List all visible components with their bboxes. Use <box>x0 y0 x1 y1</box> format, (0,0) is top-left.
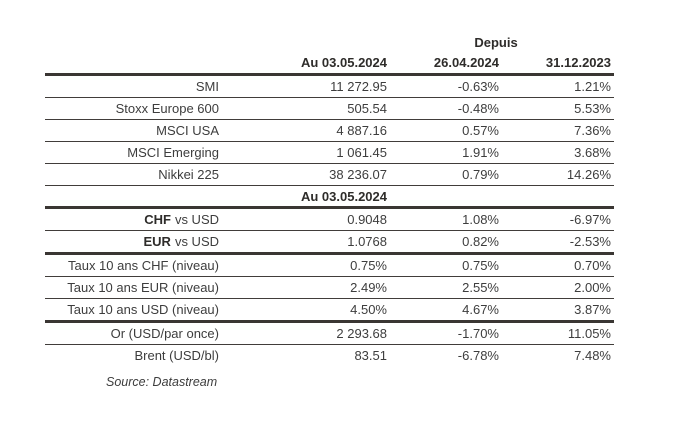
value-cell: 2.49% <box>222 276 390 299</box>
chg-week-cell: 2.55% <box>390 276 502 299</box>
value-cell: 2 293.68 <box>222 321 390 345</box>
chg-week-cell: -1.70% <box>390 321 502 345</box>
row-label: MSCI Emerging <box>45 141 222 164</box>
market-data-table: Depuis Au 03.05.2024 26.04.2024 31.12.20… <box>45 33 614 366</box>
value-cell: 4.50% <box>222 298 390 323</box>
chg-ytd-cell: 7.48% <box>574 348 611 363</box>
empty-cell <box>45 51 222 76</box>
chg-week-cell: 1.91% <box>390 141 502 164</box>
empty-cell <box>390 185 502 209</box>
table-row-smi: SMI 11 272.95 -0.63% 1.21% <box>45 74 614 98</box>
source-note: Source: Datastream <box>106 375 218 389</box>
row-label: MSCI USA <box>45 119 222 142</box>
col-header-prev-week: 26.04.2024 <box>390 51 502 76</box>
depuis-label: Depuis <box>474 34 518 50</box>
chg-ytd-cell: 14.26% <box>502 163 614 186</box>
chg-ytd-cell: 3.68% <box>502 141 614 164</box>
chg-week-cell: -0.63% <box>390 74 502 98</box>
chg-week-cell: 1.08% <box>390 207 502 231</box>
chg-ytd-cell: -6.97% <box>502 207 614 231</box>
value-cell: 4 887.16 <box>222 119 390 142</box>
chg-ytd-cell: 11.05% <box>502 321 614 345</box>
row-label: Brent (USD/bl) <box>134 348 219 363</box>
depuis-header-row: Depuis <box>45 33 614 51</box>
market-data-table-container: Depuis Au 03.05.2024 26.04.2024 31.12.20… <box>45 33 614 389</box>
chg-week-cell: 0.75% <box>390 253 502 277</box>
value-cell: 11 272.95 <box>222 74 390 98</box>
chg-ytd-cell: 0.70% <box>502 253 614 277</box>
table-row-stoxx: Stoxx Europe 600 505.54 -0.48% 5.53% <box>45 97 614 120</box>
currency-pair-suffix: vs USD <box>174 234 219 249</box>
chg-week-cell: 4.67% <box>390 298 502 323</box>
chg-ytd-cell: -2.53% <box>502 230 614 255</box>
table-row-rate-eur: Taux 10 ans EUR (niveau) 2.49% 2.55% 2.0… <box>45 276 614 299</box>
chg-ytd-cell: 2.00% <box>502 276 614 299</box>
table-row-chf-usd: CHF vs USD 0.9048 1.08% -6.97% <box>45 207 614 231</box>
row-label: Nikkei 225 <box>45 163 222 186</box>
chg-week-cell: 0.79% <box>390 163 502 186</box>
chg-ytd-cell: 5.53% <box>502 97 614 120</box>
chg-week-cell: 0.82% <box>390 230 502 255</box>
value-cell: 505.54 <box>222 97 390 120</box>
row-label: Taux 10 ans EUR (niveau) <box>45 276 222 299</box>
row-label: Taux 10 ans CHF (niveau) <box>45 253 222 277</box>
table-row-eur-usd: EUR vs USD 1.0768 0.82% -2.53% <box>45 230 614 255</box>
section-header-date: Au 03.05.2024 <box>222 185 390 209</box>
row-label: EUR vs USD <box>45 230 222 255</box>
chg-week-cell: 0.57% <box>390 119 502 142</box>
table-row-gold: Or (USD/par once) 2 293.68 -1.70% 11.05% <box>45 321 614 345</box>
empty-cell <box>45 185 222 209</box>
currency-pair-suffix: vs USD <box>174 212 219 227</box>
table-row-nikkei: Nikkei 225 38 236.07 0.79% 14.26% <box>45 163 614 186</box>
value-cell: 1.0768 <box>222 230 390 255</box>
chg-ytd-cell: 1.21% <box>502 74 614 98</box>
empty-cell <box>502 185 614 209</box>
table-row-msci-usa: MSCI USA 4 887.16 0.57% 7.36% <box>45 119 614 142</box>
value-cell: 83.51 <box>354 348 387 363</box>
chg-ytd-cell: 7.36% <box>502 119 614 142</box>
table-row-rate-usd: Taux 10 ans USD (niveau) 4.50% 4.67% 3.8… <box>45 298 614 323</box>
value-cell: 0.75% <box>222 253 390 277</box>
currency-code: CHF <box>144 212 171 227</box>
chg-ytd-cell: 3.87% <box>502 298 614 323</box>
section-header-row: Au 03.05.2024 <box>45 185 614 209</box>
row-label: Stoxx Europe 600 <box>45 97 222 120</box>
col-header-year-start: 31.12.2023 <box>502 51 614 76</box>
row-label: SMI <box>45 74 222 98</box>
table-row-rate-chf: Taux 10 ans CHF (niveau) 0.75% 0.75% 0.7… <box>45 253 614 277</box>
empty-cell <box>45 33 222 51</box>
empty-cell <box>222 33 390 51</box>
value-cell: 38 236.07 <box>222 163 390 186</box>
table-row-msci-emerging: MSCI Emerging 1 061.45 1.91% 3.68% <box>45 141 614 164</box>
row-label: CHF vs USD <box>45 207 222 231</box>
value-cell: 1 061.45 <box>222 141 390 164</box>
row-label: Taux 10 ans USD (niveau) <box>45 298 222 323</box>
value-cell: 0.9048 <box>222 207 390 231</box>
currency-code: EUR <box>143 234 171 249</box>
table-row-brent: Brent (USD/bl) 83.51 -6.78% 7.48% <box>45 345 614 367</box>
row-label: Or (USD/par once) <box>45 321 222 345</box>
col-header-au: Au 03.05.2024 <box>222 51 390 76</box>
chg-week-cell: -6.78% <box>457 348 499 363</box>
column-header-row: Au 03.05.2024 26.04.2024 31.12.2023 <box>45 51 614 76</box>
chg-week-cell: -0.48% <box>390 97 502 120</box>
